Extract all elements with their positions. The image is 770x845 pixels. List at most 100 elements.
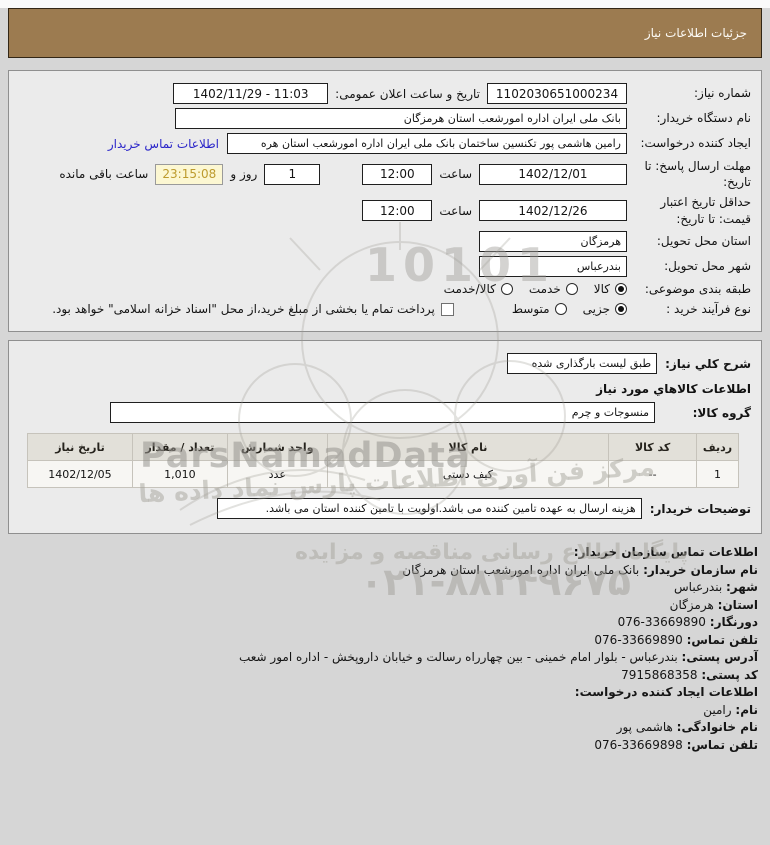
row-need-description: شرح كلي نياز: طبق لیست بارگذاری شده [19, 353, 751, 375]
process-option-medium-label: متوسط [511, 302, 550, 317]
row-goods-group: گروه کالا: منسوجات و چرم [19, 402, 751, 424]
row-deadline: مهلت ارسال پاسخ: تا تاریخ: 1402/12/01 سا… [19, 158, 751, 190]
row-buyer-note: توضیحات خریدار: هزینه ارسال به عهده تامی… [19, 498, 751, 520]
page-title-text: جزئیات اطلاعات نیاز [644, 26, 747, 40]
province-contact-value: هرمزگان [669, 597, 714, 612]
deadline-time-input[interactable]: 12:00 [362, 163, 433, 185]
first-name-value: رامین [703, 702, 732, 717]
radio-medium-icon[interactable] [554, 303, 567, 316]
need-number-label: شماره نیاز: [694, 86, 751, 101]
province-label: استان محل تحویل: [656, 234, 751, 249]
org-name-value: بانک ملی ایران اداره امورشعب استان هرمزگ… [402, 562, 640, 577]
announce-datetime-input[interactable]: 1402/11/29 - 11:03 [173, 83, 329, 104]
goods-info-heading: اطلاعات كالاهاي مورد نياز [596, 382, 751, 397]
row-process-type: نوع فرآیند خرید : جزیی متوسط پرداخت تمام… [19, 301, 751, 317]
cell-quantity: 1,010 [131, 460, 228, 489]
city-input[interactable]: بندرعباس [479, 255, 627, 277]
category-option-goods-service-label: کالا/خدمت [443, 281, 496, 296]
last-name-value: هاشمی پور [616, 720, 673, 735]
treasury-docs-checkbox[interactable] [440, 302, 454, 316]
requester-phone-value: 33669898-076 [594, 737, 683, 752]
row-category: طبقه بندی موضوعی: کالا خدمت کالا/خدمت [19, 281, 751, 297]
deadline-days-label: روز و [230, 167, 258, 182]
radio-goods-icon[interactable] [615, 282, 627, 295]
row-validity: حداقل تاریخ اعتبار قیمت: تا تاریخ: 1402/… [19, 194, 751, 226]
col-row-number: ردیف [696, 433, 739, 462]
page-title: جزئیات اطلاعات نیاز [8, 8, 762, 58]
radio-goods-service-icon[interactable] [500, 282, 513, 295]
cell-row-number: 1 [696, 460, 739, 489]
cell-item-name: کیف دستی [326, 460, 610, 489]
row-need-number: شماره نیاز: 1102030651000234 تاریخ و ساع… [19, 83, 751, 104]
creator-input[interactable]: رامین هاشمی پور تکنسین ساختمان بانک ملی … [227, 133, 627, 154]
request-info-panel: شماره نیاز: 1102030651000234 تاریخ و ساع… [8, 70, 762, 333]
contact-line: دورنگار: 33669890-076 [8, 614, 758, 632]
org-name-label: نام سازمان خریدار: [643, 562, 758, 577]
process-option-medium[interactable]: متوسط [512, 302, 567, 316]
category-option-goods-service[interactable]: کالا/خدمت [444, 282, 513, 296]
phone-label: تلفن تماس: [686, 632, 758, 647]
radio-minor-icon[interactable] [615, 303, 627, 316]
requester-heading: اطلاعات ایجاد کننده درخواست: [8, 684, 758, 702]
province-contact-label: استان: [717, 597, 758, 612]
row-city: شهر محل تحویل: بندرعباس [19, 255, 751, 277]
deadline-label: مهلت ارسال پاسخ: تا تاریخ: [644, 159, 751, 190]
table-row: 1 -- کیف دستی عدد 1,010 1402/12/05 [27, 460, 739, 489]
contact-line: نام خانوادگی: هاشمی پور [8, 719, 758, 737]
top-strip [0, 0, 770, 8]
announce-label: تاریخ و ساعت اعلان عمومی: [335, 86, 480, 101]
city-contact-value: بندرعباس [674, 580, 723, 595]
radio-service-icon[interactable] [565, 282, 578, 295]
deadline-date-input[interactable]: 1402/12/01 [479, 163, 627, 185]
buyer-contact-link[interactable]: اطلاعات تماس خریدار [107, 136, 219, 151]
buyer-org-input[interactable]: بانک ملی ایران اداره امورشعب استان هرمزگ… [175, 108, 627, 129]
city-contact-label: شهر: [726, 580, 758, 595]
phone-value: 33669890-076 [594, 632, 683, 647]
validity-time-input[interactable]: 12:00 [362, 200, 433, 222]
category-option-service-label: خدمت [528, 281, 561, 296]
province-input[interactable]: هرمزگان [479, 230, 627, 252]
need-number-input[interactable]: 1102030651000234 [487, 83, 627, 104]
contact-line: آدرس پستی: بندرعباس - بلوار امام خمینی -… [8, 649, 758, 667]
postal-code-value: 7915868358 [621, 667, 698, 682]
process-option-minor[interactable]: جزیی [583, 302, 627, 316]
col-unit: واحد شمارش [226, 433, 328, 462]
deadline-hour-label: ساعت [439, 167, 472, 182]
fax-value: 33669890-076 [617, 615, 706, 630]
category-option-goods-label: کالا [593, 281, 610, 296]
cell-unit: عدد [226, 460, 328, 489]
treasury-docs-label: پرداخت تمام یا بخشی از مبلغ خرید،از محل … [52, 302, 435, 317]
validity-date-input[interactable]: 1402/12/26 [479, 200, 627, 222]
contact-line: شهر: بندرعباس [8, 579, 758, 597]
row-province: استان محل تحویل: هرمزگان [19, 230, 751, 252]
contact-line: تلفن تماس: 33669890-076 [8, 632, 758, 650]
first-name-label: نام: [735, 702, 758, 717]
contact-line: تلفن تماس: 33669898-076 [8, 737, 758, 755]
contact-line: نام: رامین [8, 702, 758, 720]
category-option-goods[interactable]: کالا [594, 282, 627, 296]
col-item-code: کد کالا [608, 433, 698, 462]
process-type-label: نوع فرآیند خرید : [666, 301, 751, 316]
contact-line: کد پستی: 7915868358 [8, 667, 758, 685]
goods-group-label: گروه کالا: [692, 405, 751, 420]
fax-label: دورنگار: [709, 615, 758, 630]
goods-table-head: ردیف کد کالا نام کالا واحد شمارش تعداد /… [27, 433, 739, 462]
row-creator: ایجاد کننده درخواست: رامین هاشمی پور تکن… [19, 133, 751, 154]
contact-heading: اطلاعات تماس سازمان خریدار: [8, 544, 758, 562]
category-option-service[interactable]: خدمت [529, 282, 578, 296]
goods-panel: شرح كلي نياز: طبق لیست بارگذاری شده اطلا… [8, 340, 762, 535]
buyer-note-input[interactable]: هزینه ارسال به عهده تامین کننده می باشد.… [216, 498, 642, 520]
contact-section: اطلاعات تماس سازمان خریدار: نام سازمان خ… [8, 544, 758, 754]
countdown-timer: 23:15:08 [155, 163, 224, 185]
deadline-days-input[interactable]: 1 [264, 163, 321, 185]
cell-item-code: -- [608, 460, 698, 489]
goods-group-input[interactable]: منسوجات و چرم [110, 402, 655, 424]
creator-label: ایجاد کننده درخواست: [640, 136, 751, 151]
buyer-note-label: توضیحات خریدار: [649, 501, 751, 516]
col-need-date: تاریخ نیاز [27, 433, 133, 462]
requester-phone-label: تلفن تماس: [686, 737, 758, 752]
validity-label: حداقل تاریخ اعتبار قیمت: تا تاریخ: [660, 195, 751, 226]
need-description-input[interactable]: طبق لیست بارگذاری شده [507, 353, 658, 375]
contact-line: استان: هرمزگان [8, 597, 758, 615]
city-label: شهر محل تحویل: [664, 259, 751, 274]
